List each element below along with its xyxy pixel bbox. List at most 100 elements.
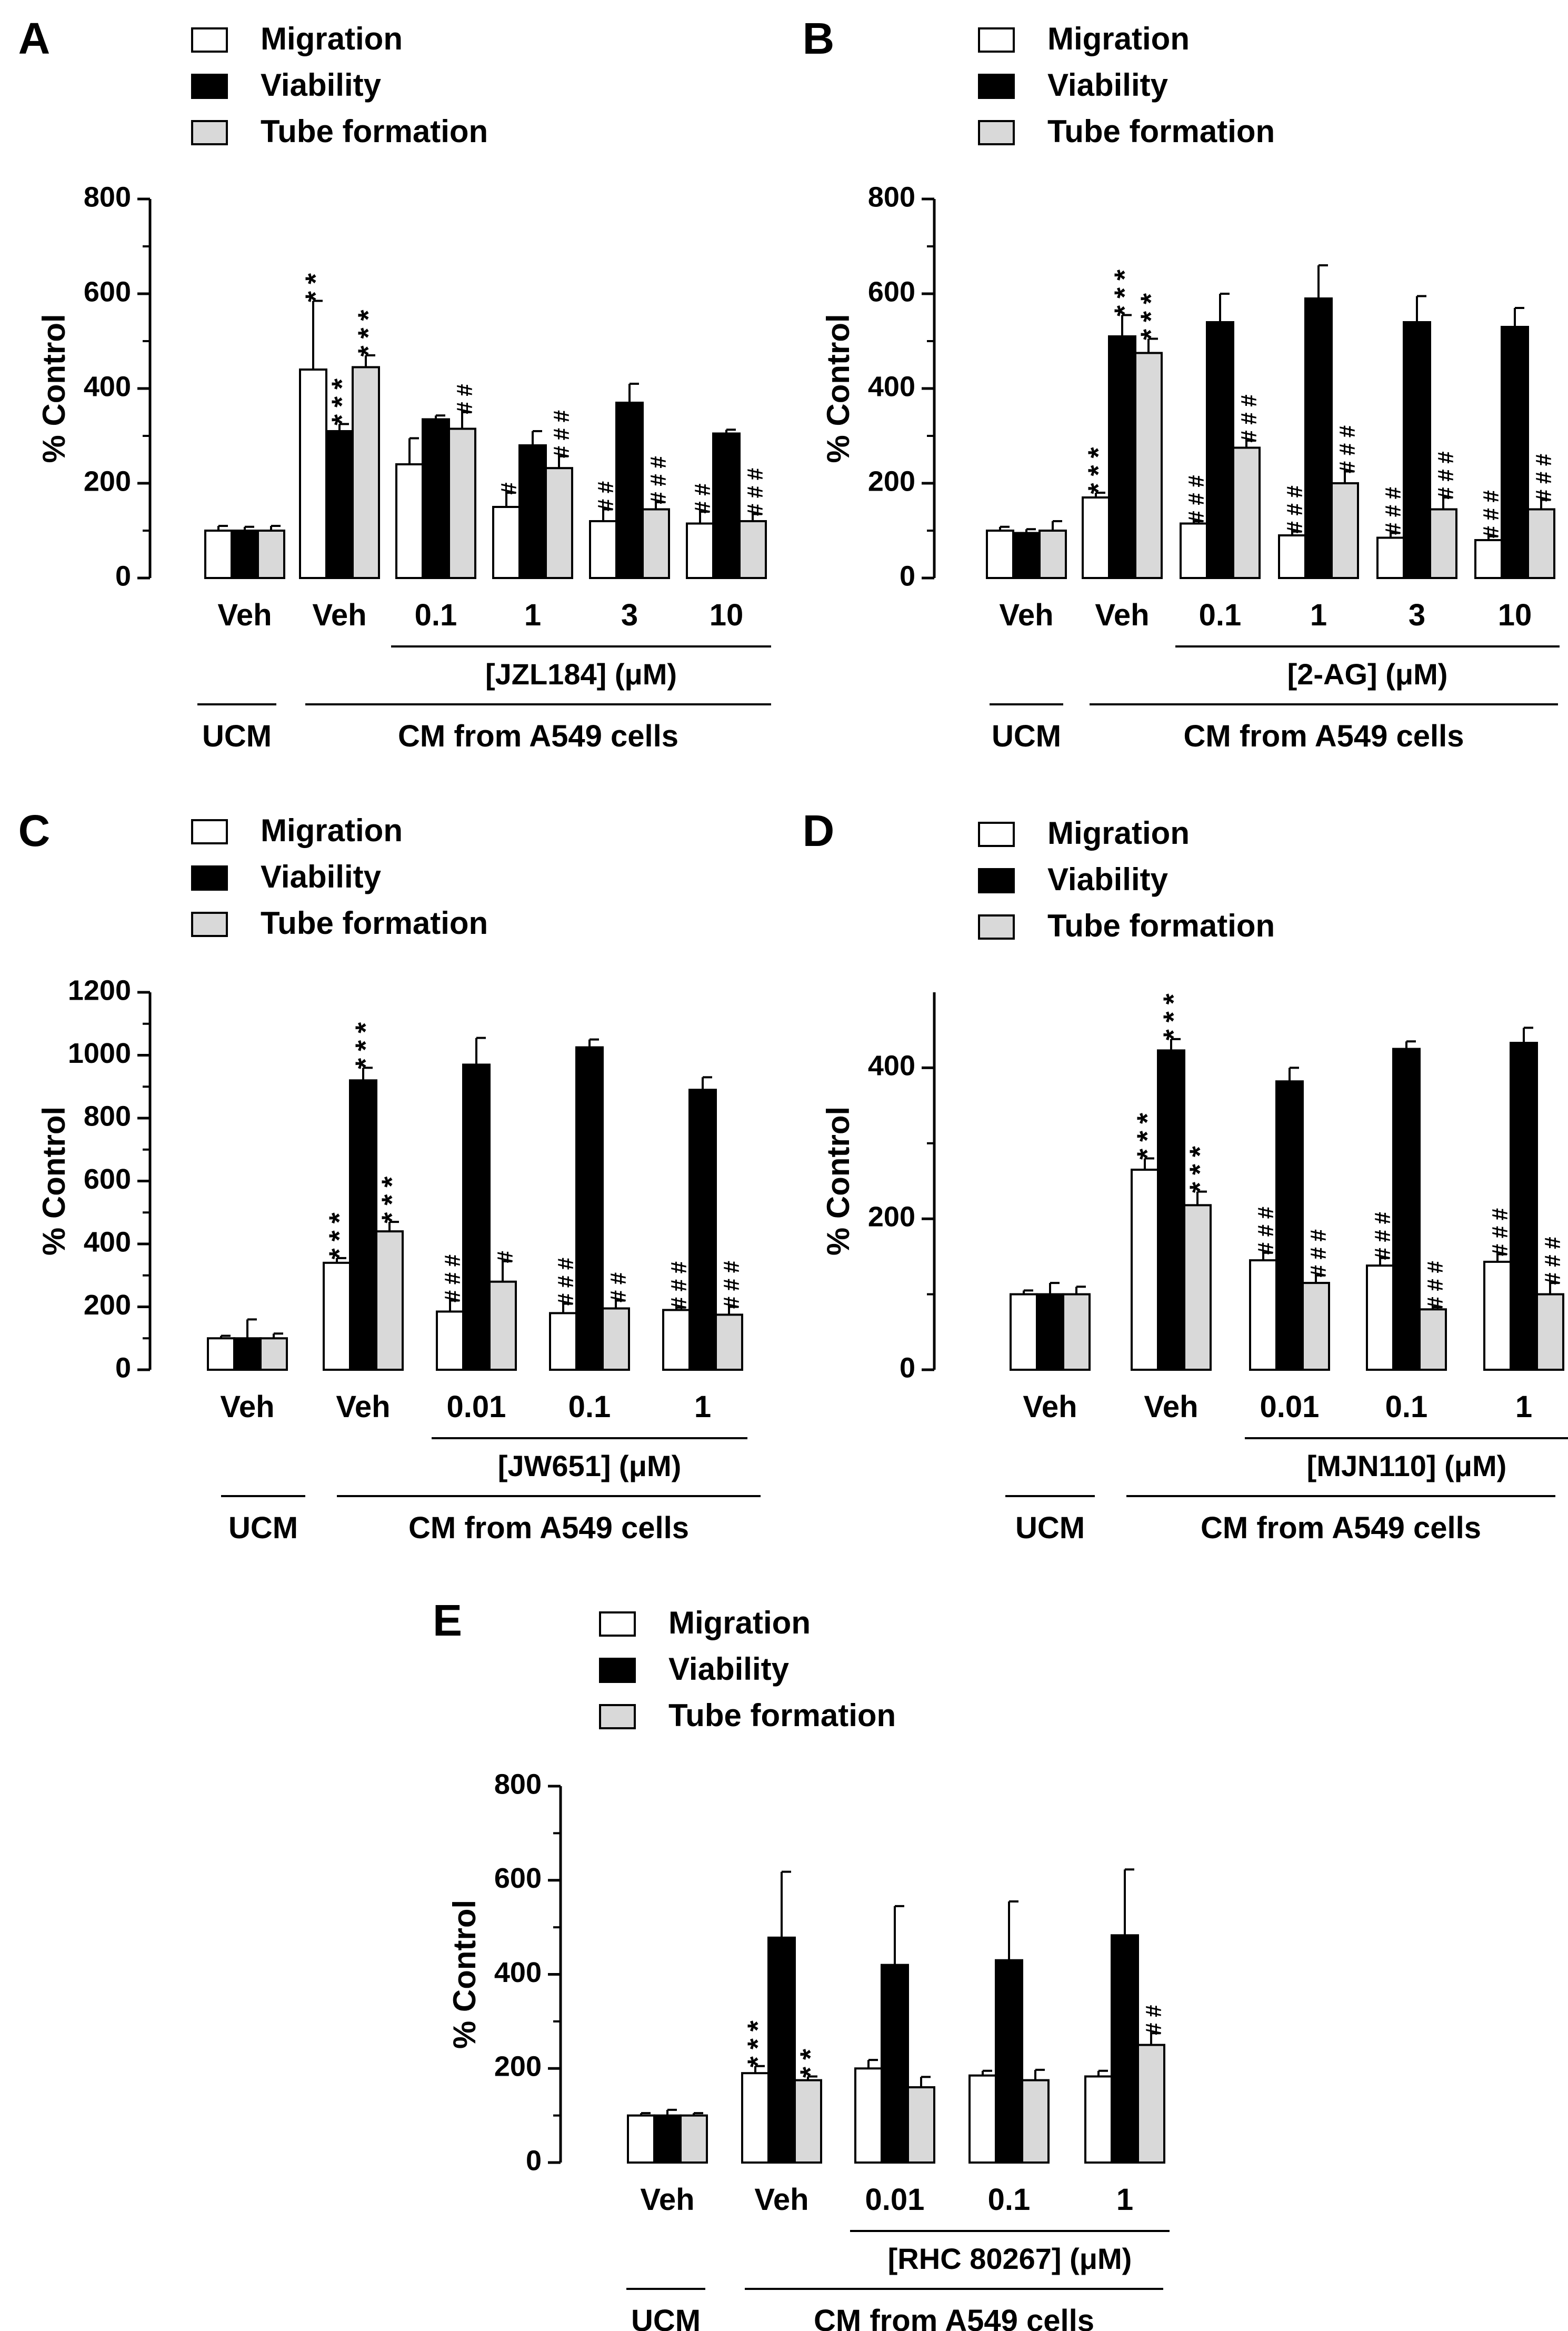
panel-b-legend-swatch-migration [978, 27, 1015, 53]
panel-a-bar-viability [231, 530, 259, 579]
panel-d-annotation-tube-formation: # [1306, 1229, 1331, 1241]
panel-d-y-label: % Control [821, 1107, 856, 1256]
panel-a-legend-label-migration: Migration [261, 21, 403, 56]
panel-b-y-tick-label: 600 [868, 276, 915, 307]
panel-c-annotation-migration: # [666, 1279, 691, 1291]
panel-d-annotation-tube-formation: * [1184, 1164, 1215, 1175]
panel-c-annotation-viability: * [349, 1022, 381, 1033]
panel-b-bar-tube-formation [1429, 508, 1457, 579]
panel-b-bar-migration [1082, 496, 1110, 579]
panel-b-annotation-tube-formation: # [1531, 490, 1556, 502]
panel-b-category-label: 1 [1310, 598, 1327, 632]
panel-d-bar-viability [1392, 1048, 1421, 1371]
panel-a-annotation-tube-formation: # [646, 492, 671, 504]
panel-e-bar-tube-formation [794, 2079, 822, 2164]
panel-a-bar-viability [518, 444, 547, 579]
panel-a-bar-tube-formation [738, 520, 767, 579]
panel-a-annotation-viability: * [326, 414, 357, 425]
panel-d-legend-label-migration: Migration [1047, 815, 1190, 851]
panel-d-category-label: 0.1 [1385, 1390, 1428, 1424]
panel-d-y-tick-label: 400 [868, 1050, 915, 1082]
panel-b-annotation-tube-formation: # [1335, 425, 1360, 437]
panel-d-legend-swatch-viability [978, 868, 1015, 893]
panel-a-annotation-tube-formation: # [743, 486, 767, 498]
panel-c-bar-viability [462, 1063, 491, 1371]
panel-a-annotation-migration: * [299, 273, 331, 284]
panel-d-category-label: Veh [1144, 1390, 1198, 1424]
panel-c-legend-label-migration: Migration [261, 813, 403, 848]
panel-e-bar-migration [627, 2114, 655, 2164]
panel-b-annotation-migration: # [1479, 490, 1503, 502]
panel-b-annotation-migration: * [1082, 447, 1114, 458]
panel-c-annotation-migration: # [440, 1290, 465, 1302]
panel-a: A Migration Viability Tube formation 0 200 400… [18, 14, 771, 753]
panel-c-annotation-tube-formation: # [719, 1279, 744, 1291]
panel-a-bar-tube-formation [352, 366, 380, 579]
panel-d-dose-label: [MJN110] (μM) [1307, 1449, 1507, 1482]
panel-e-bar-migration [854, 2067, 883, 2164]
panel-e-legend-swatch-tube-formation [599, 1704, 636, 1729]
panel-c-legend-swatch-migration [191, 819, 228, 844]
panel-b-y-label: % Control [821, 314, 856, 463]
panel-a-category-label: 3 [621, 598, 638, 632]
panel-e-category-label: Veh [754, 2183, 808, 2217]
panel-d-annotation-tube-formation: # [1423, 1261, 1447, 1273]
panel-d-annotation-migration: # [1253, 1242, 1278, 1254]
panel-d-annotation-viability: * [1157, 1011, 1189, 1022]
panel-d-annotation-migration: * [1131, 1149, 1163, 1160]
panel-d-bar-migration [1010, 1293, 1038, 1371]
panel-a-dose-label: [JZL184] (μM) [485, 658, 677, 691]
panel-e-y-tick-label: 200 [494, 2051, 542, 2083]
panel-a-ucm-label: UCM [202, 719, 272, 753]
panel-e-category-label: 0.1 [988, 2183, 1031, 2217]
panel-a-annotation-tube-formation: # [743, 504, 767, 516]
panel-e-annotation-tube-formation: * [794, 2049, 826, 2060]
panel-b-annotation-tube-formation: # [1433, 487, 1458, 499]
panel-a-legend-label-viability: Viability [261, 67, 382, 103]
panel-e-y-tick-label: 0 [526, 2145, 542, 2176]
panel-c-annotation-migration: # [553, 1276, 578, 1288]
panel-e-bar-viability [995, 1959, 1023, 2164]
panel-a-category-label: 10 [710, 598, 744, 632]
panel-c-y-tick-label: 0 [115, 1352, 131, 1383]
panel-e-bar-viability [653, 2114, 682, 2164]
panel-a-annotation-tube-formation: * [352, 310, 384, 321]
panel-d-bar-migration [1483, 1260, 1512, 1371]
panel-a-bar-migration [686, 522, 714, 579]
panel-b-annotation-viability: * [1108, 270, 1140, 281]
panel-c-annotation-tube-formation: * [376, 1194, 407, 1206]
panel-b-annotation-migration: # [1282, 485, 1307, 497]
panel-a-annotation-tube-formation: # [452, 384, 477, 396]
panel-a-legend-swatch-migration [191, 27, 228, 53]
panel-c-category-label: Veh [220, 1390, 274, 1424]
panel-c-bar-viability [688, 1089, 717, 1371]
panel-d-cm-label: CM from A549 cells [1201, 1511, 1481, 1545]
panel-d-letter: D [803, 806, 835, 855]
panel-a-annotation-tube-formation: * [352, 345, 384, 356]
panel-d-annotation-migration: # [1487, 1244, 1512, 1256]
panel-e: E Migration Viability Tube formation 0 200 400… [433, 1596, 1170, 2331]
panel-b-annotation-migration: * [1082, 465, 1114, 476]
panel-d-y-tick-label: 0 [900, 1352, 915, 1383]
panel-b-annotation-viability: * [1108, 287, 1140, 298]
panel-c-annotation-tube-formation: # [719, 1261, 744, 1273]
panel-e-y-tick-label: 800 [494, 1768, 542, 1800]
panel-a-bar-tube-formation [257, 530, 285, 579]
panel-d-annotation-tube-formation: # [1423, 1279, 1447, 1291]
panel-c-annotation-migration: # [553, 1293, 578, 1306]
panel-b-ucm-label: UCM [992, 719, 1061, 753]
panel-d-annotation-migration: # [1487, 1208, 1512, 1220]
panel-c-bar-tube-formation [602, 1307, 630, 1371]
panel-b-dose-label: [2-AG] (μM) [1287, 658, 1448, 691]
panel-b-annotation-migration: * [1082, 483, 1114, 494]
panel-a-y-label: % Control [36, 314, 72, 463]
panel-e-annotation-tube-formation: # [1141, 2005, 1166, 2017]
panel-e-ucm-label: UCM [631, 2304, 701, 2331]
panel-d-category-label: 1 [1515, 1390, 1532, 1424]
panel-c-y-label: % Control [36, 1107, 72, 1256]
panel-e-category-label: 1 [1116, 2183, 1133, 2217]
panel-a-annotation-migration: # [593, 499, 618, 511]
panel-c-bar-migration [662, 1309, 691, 1371]
panel-b-category-label: 0.1 [1199, 598, 1242, 632]
panel-d-bar-viability [1275, 1080, 1304, 1371]
